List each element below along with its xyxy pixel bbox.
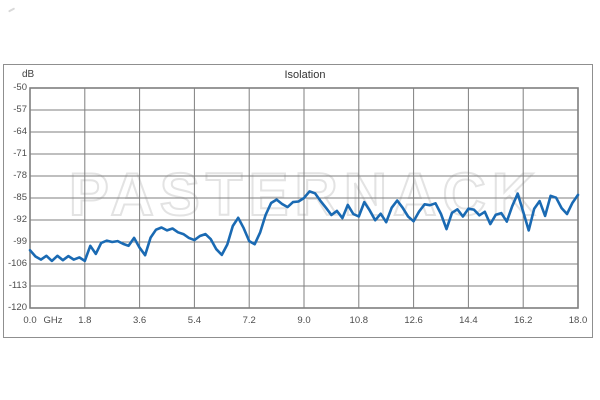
x-tick-label: 12.6 — [404, 315, 423, 326]
x-tick-label: 5.4 — [187, 315, 201, 326]
x-axis-unit-label: GHz — [43, 315, 63, 326]
x-tick-label: 0.0 — [23, 315, 37, 326]
x-tick-label: 3.6 — [132, 315, 147, 326]
x-tick-label: 10.8 — [349, 315, 369, 326]
isolation-trace — [28, 190, 580, 263]
y-tick-label: -57 — [13, 104, 27, 115]
x-tick-label: 7.2 — [242, 315, 256, 326]
y-axis-unit-label: dB — [22, 69, 35, 80]
y-tick-label: -120 — [7, 302, 27, 313]
chart-title: Isolation — [284, 69, 326, 81]
y-tick-label: -99 — [13, 236, 27, 247]
plot-border — [29, 87, 579, 309]
x-tick-label: 18.0 — [568, 315, 588, 326]
y-tick-label: -71 — [13, 148, 27, 159]
x-tick-label: 1.8 — [78, 315, 92, 326]
x-tick-label: 16.2 — [513, 315, 533, 326]
y-tick-label: -50 — [13, 82, 27, 93]
y-tick-label: -113 — [8, 280, 27, 291]
y-tick-label: -92 — [13, 214, 27, 225]
y-tick-label: -85 — [13, 192, 27, 203]
x-tick-label: 14.4 — [459, 315, 478, 326]
x-tick-label: 9.0 — [297, 315, 311, 326]
y-tick-label: -106 — [7, 258, 27, 269]
y-tick-label: -64 — [13, 126, 27, 137]
y-tick-label: -78 — [13, 170, 27, 181]
